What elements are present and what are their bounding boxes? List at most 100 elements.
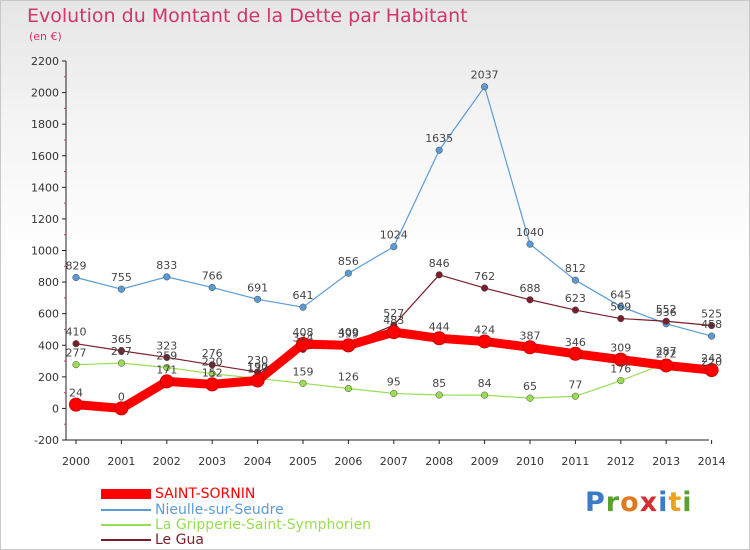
data-point	[208, 283, 216, 292]
legend-item: Nieulle-sur-Seudre	[101, 503, 284, 517]
chart-subtitle: (en €)	[29, 30, 62, 43]
data-label: 177	[247, 362, 268, 375]
data-label: 374	[293, 331, 314, 344]
data-label: 272	[656, 347, 677, 360]
y-tick-label: 0	[52, 402, 59, 415]
data-label: 259	[156, 350, 177, 363]
y-tick-label: 1400	[31, 181, 59, 194]
legend-label: SAINT-SORNIN	[155, 486, 256, 502]
logo-letter: P	[585, 487, 606, 518]
data-label: 766	[202, 269, 223, 282]
data-label: 691	[247, 281, 268, 294]
y-tick-label: 600	[38, 308, 59, 321]
data-label: 527	[383, 307, 404, 320]
data-point	[617, 377, 625, 385]
data-point	[708, 332, 716, 340]
y-tick-label: 2000	[31, 87, 59, 100]
data-point	[117, 285, 125, 293]
data-point	[481, 284, 489, 292]
data-point	[571, 276, 579, 284]
data-label: 152	[202, 366, 223, 379]
data-label: 365	[111, 333, 132, 346]
data-point	[435, 271, 443, 279]
data-label: 159	[293, 365, 314, 378]
logo-letter: x	[639, 487, 659, 518]
data-point	[72, 340, 80, 348]
legend-item: Le Gua	[101, 533, 204, 547]
x-tick-label: 2003	[198, 455, 226, 468]
logo-letter: t	[668, 487, 683, 518]
legend-swatch	[101, 489, 151, 499]
data-label: 2037	[471, 69, 499, 82]
data-label: 176	[610, 363, 631, 376]
data-label: 645	[610, 289, 631, 302]
y-tick-label: 400	[38, 339, 59, 352]
x-tick-label: 2006	[334, 455, 362, 468]
data-label: 85	[432, 377, 446, 390]
data-point	[390, 243, 398, 251]
data-label: 762	[474, 270, 495, 283]
data-point	[205, 377, 220, 392]
data-point	[571, 392, 579, 400]
data-point	[208, 361, 216, 369]
data-label: 95	[387, 375, 401, 388]
legend-item: La Gripperie-Saint-Symphorien	[101, 518, 371, 532]
data-label: 846	[429, 257, 450, 270]
data-label: 410	[66, 326, 87, 339]
data-point	[571, 306, 579, 314]
data-point	[704, 363, 719, 378]
data-point	[662, 317, 670, 325]
y-tick-label: 800	[38, 276, 59, 289]
chart-title: Evolution du Montant de la Dette par Hab…	[27, 5, 468, 27]
data-label: 536	[656, 306, 677, 319]
data-label: 171	[156, 363, 177, 376]
data-label: 65	[523, 380, 537, 393]
data-label: 323	[156, 339, 177, 352]
data-point	[163, 353, 171, 361]
data-point	[708, 321, 716, 330]
data-label: 833	[156, 259, 177, 272]
x-tick-label: 2012	[607, 455, 635, 468]
legend-label: La Gripperie-Saint-Symphorien	[155, 517, 372, 533]
y-tick-label: 200	[38, 371, 59, 384]
data-label: 688	[520, 282, 541, 295]
data-point	[481, 83, 489, 91]
data-label: 399	[338, 327, 359, 340]
data-point	[208, 370, 216, 378]
data-label: 190	[247, 360, 268, 373]
data-label: 0	[118, 390, 125, 403]
data-point	[69, 397, 83, 412]
data-point	[163, 273, 171, 281]
x-tick-label: 2001	[107, 455, 135, 468]
data-label: 856	[338, 255, 359, 268]
x-tick-label: 2007	[380, 455, 408, 468]
legend-swatch	[101, 509, 151, 511]
x-tick-label: 2005	[289, 455, 317, 468]
data-label: 1040	[516, 226, 544, 239]
data-point	[117, 347, 125, 355]
x-tick-label: 2013	[652, 455, 680, 468]
data-label: 126	[338, 371, 359, 384]
data-label: 346	[565, 336, 586, 349]
data-point	[254, 295, 262, 303]
data-label: 812	[565, 262, 586, 275]
x-tick-label: 2002	[153, 455, 181, 468]
data-point	[250, 373, 265, 388]
proxiti-logo: Proxiti	[585, 487, 693, 518]
x-tick-label: 2011	[561, 455, 589, 468]
y-tick-label: 1600	[31, 150, 59, 163]
data-label: 424	[474, 323, 495, 336]
data-point	[344, 269, 352, 277]
data-label: 444	[429, 320, 450, 333]
data-label: 387	[520, 329, 541, 342]
data-point	[526, 394, 534, 402]
data-label: 220	[202, 356, 223, 369]
logo-letter: i	[658, 487, 669, 518]
data-point	[435, 146, 443, 154]
data-label: 458	[701, 318, 722, 331]
data-point	[617, 315, 625, 323]
legend-swatch	[101, 524, 151, 526]
data-label: 77	[568, 378, 582, 391]
